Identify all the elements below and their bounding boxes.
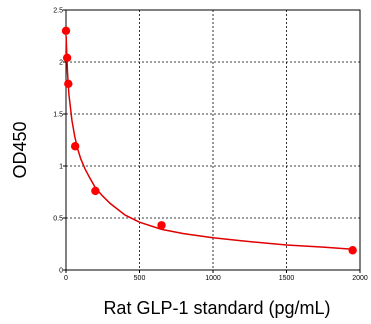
y-tick-label: 1.5 bbox=[53, 112, 63, 119]
x-tick-label: 0 bbox=[64, 275, 68, 282]
data-point bbox=[91, 186, 100, 196]
x-axis-title: Rat GLP-1 standard (pg/mL) bbox=[103, 298, 330, 318]
data-point bbox=[157, 221, 166, 230]
x-axis-ticks: 0 500 1000 1500 2000 bbox=[64, 270, 368, 282]
data-point bbox=[348, 246, 357, 255]
data-point bbox=[64, 79, 73, 89]
y-axis-ticks: 0 0.5 1 1.5 2 2.5 bbox=[53, 8, 66, 275]
data-point bbox=[70, 142, 80, 151]
y-tick-label: 2 bbox=[59, 60, 63, 67]
x-tick-label: 500 bbox=[134, 275, 146, 282]
x-tick-label: 1500 bbox=[279, 275, 295, 282]
y-tick-label: 0 bbox=[59, 268, 63, 275]
data-points bbox=[61, 26, 357, 255]
x-tick-label: 2000 bbox=[352, 275, 368, 282]
grid-lines bbox=[66, 10, 360, 270]
y-tick-label: 0.5 bbox=[53, 216, 63, 223]
y-axis-title: OD450 bbox=[10, 121, 30, 178]
data-point bbox=[61, 26, 71, 35]
data-point bbox=[62, 53, 72, 63]
y-tick-label: 1 bbox=[59, 164, 63, 171]
fit-curve bbox=[65, 35, 353, 250]
y-tick-label: 2.5 bbox=[53, 8, 63, 15]
x-tick-label: 1000 bbox=[205, 275, 221, 282]
